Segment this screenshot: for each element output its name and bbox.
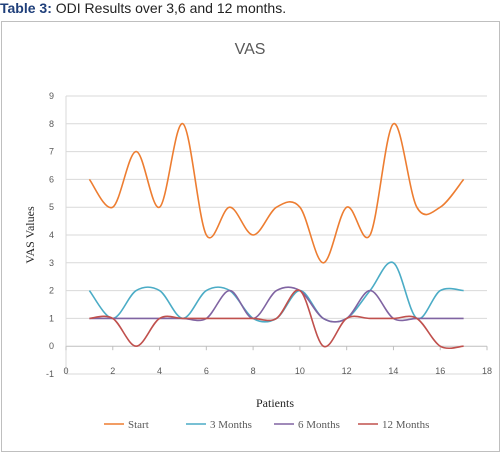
legend-label: 3 Months <box>210 419 252 431</box>
y-tick-label: 2 <box>49 286 54 296</box>
chart-title: VAS <box>235 41 266 58</box>
x-tick-label: 18 <box>482 366 492 376</box>
x-tick-labels: 0 2 4 6 8 10 12 14 16 18 <box>63 366 492 376</box>
x-tick-label: 6 <box>204 366 209 376</box>
series-line-2 <box>89 286 464 323</box>
y-tick-label: 6 <box>49 174 54 184</box>
legend: Start 3 Months 6 Months 12 Months <box>104 419 429 431</box>
x-tick-label: 4 <box>157 366 162 376</box>
caption-text: ODI Results over 3,6 and 12 months. <box>51 0 287 16</box>
series-line-3 <box>89 289 464 350</box>
y-tick-label: -1 <box>46 369 54 379</box>
y-tick-label: 3 <box>49 258 54 268</box>
x-tick-label: 14 <box>388 366 398 376</box>
x-tick-label: 16 <box>435 366 445 376</box>
legend-label: 12 Months <box>382 419 429 431</box>
legend-label: 6 Months <box>298 419 340 431</box>
y-tick-label: 9 <box>49 91 54 101</box>
series-line-1 <box>88 261 464 323</box>
series-lines <box>88 122 465 350</box>
x-tick-label: 2 <box>110 366 115 376</box>
legend-label: Start <box>128 419 149 431</box>
series-line-0 <box>88 122 465 264</box>
x-tick-label: 8 <box>251 366 256 376</box>
y-tick-label: 8 <box>49 119 54 129</box>
y-tick-label: 1 <box>49 313 54 323</box>
x-tick-label: 12 <box>342 366 352 376</box>
y-tick-label: 4 <box>49 230 54 240</box>
y-tick-label: 5 <box>49 202 54 212</box>
y-tick-label: 0 <box>49 341 54 351</box>
caption-label: Table 3: <box>0 0 52 16</box>
table-caption: Table 3: ODI Results over 3,6 and 12 mon… <box>0 0 502 22</box>
y-axis-title: VAS Values <box>23 206 37 264</box>
y-tick-label: 7 <box>49 147 54 157</box>
x-tick-label: 0 <box>63 366 68 376</box>
chart-frame <box>1 21 500 452</box>
x-axis-title: Patients <box>256 396 294 410</box>
gridlines <box>66 95 487 375</box>
y-tick-labels: -1 0 1 2 3 4 5 6 7 8 9 <box>46 91 54 379</box>
x-tick-label: 10 <box>295 366 305 376</box>
